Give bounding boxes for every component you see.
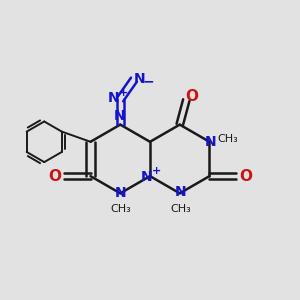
Text: N: N — [134, 72, 146, 86]
Text: +: + — [118, 88, 128, 98]
Text: N: N — [114, 186, 126, 200]
Text: CH₃: CH₃ — [110, 204, 131, 214]
Text: N: N — [141, 170, 153, 184]
Text: O: O — [185, 89, 198, 104]
Text: −: − — [142, 74, 154, 88]
Text: CH₃: CH₃ — [217, 134, 238, 144]
Text: N: N — [113, 109, 125, 123]
Text: CH₃: CH₃ — [170, 204, 191, 214]
Text: N: N — [175, 185, 186, 199]
Text: N: N — [108, 91, 119, 105]
Text: O: O — [48, 169, 61, 184]
Text: N: N — [205, 135, 217, 149]
Text: +: + — [152, 166, 161, 176]
Text: O: O — [239, 169, 252, 184]
